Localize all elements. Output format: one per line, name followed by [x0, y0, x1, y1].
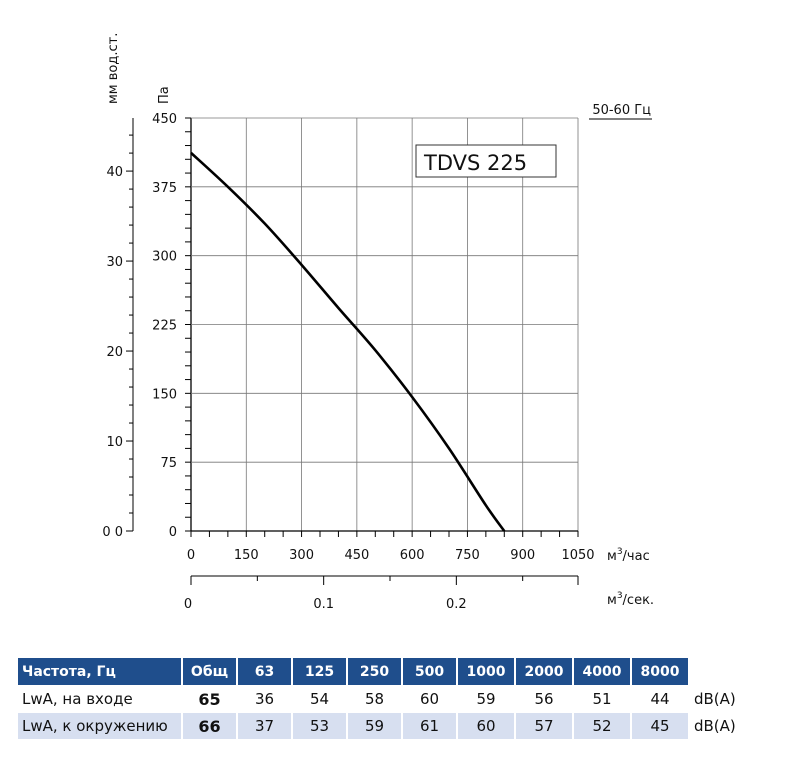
x2-tick-label: 0: [184, 597, 192, 612]
table-unit-cell: dB(A): [690, 713, 740, 739]
x-tick-label: 900: [510, 548, 535, 563]
table-cell: 60: [458, 713, 514, 739]
table-row: LwA, к окружению 66 37 53 59 61 60 57 52 45 dB(A): [18, 713, 740, 739]
x-tick-label: 0: [187, 548, 195, 563]
table-cell: 54: [309, 690, 330, 708]
noise-table: Частота, Гц Общ 63 125 250 500 1000 2000 4000 800…: [16, 657, 742, 740]
y2-tick-label: 30: [106, 255, 123, 270]
table-total-cell: 66: [183, 713, 236, 739]
table-row: LwA, на входе 65 36 54 58 60 59 56 51 44 dB(A): [18, 686, 740, 712]
table-header-unit-spacer: [690, 658, 740, 685]
x-tick-label: 750: [455, 548, 480, 563]
x-tick-label: 450: [344, 548, 369, 563]
chart-title: TDVS 225: [423, 151, 527, 175]
performance-chart: 0 150 300 450 600 750 900 1050 0751502253003754…: [102, 33, 654, 612]
y-tick-label: 300: [152, 250, 177, 265]
x2-tick-label: 0.1: [313, 597, 334, 612]
y2-tick-label: 40: [106, 165, 123, 180]
frequency-label: 50-60 Гц: [592, 103, 651, 118]
table-total-cell: 65: [198, 689, 221, 709]
table-header-cell: 4000: [574, 658, 630, 685]
table-cell: 44: [650, 690, 670, 708]
x-axis-ticks: 0 150 300 450 600 750 900 1050: [187, 548, 595, 563]
x-tick-label: 150: [234, 548, 259, 563]
x2-axis: 0 0.1 0.2: [184, 575, 579, 612]
table-header-cell: 250: [348, 658, 401, 685]
table-header-cell: 125: [293, 658, 346, 685]
table-cell: 61: [403, 713, 456, 739]
table-row-label: LwA, к окружению: [18, 713, 181, 739]
table-cell: 36: [254, 690, 275, 708]
table-header-row: Частота, Гц Общ 63 125 250 500 1000 2000 4000 800…: [18, 658, 740, 685]
x-axis-title: м3/час: [607, 547, 650, 564]
table-header-label: Частота, Гц: [18, 658, 181, 685]
y-axis-ticks: 0 75 150 225 300 375 450: [152, 112, 177, 540]
table-header-cell: 8000: [632, 658, 688, 685]
x2-axis-title: м3/сек.: [607, 591, 654, 608]
table-header-cell: 2000: [516, 658, 572, 685]
table-header-cell: 500: [403, 658, 456, 685]
table-cell: 51: [592, 690, 612, 708]
table-cell: 59: [476, 690, 496, 708]
table-cell: 56: [534, 690, 554, 708]
fan-curve: [190, 151, 506, 532]
table-cell: 58: [364, 690, 385, 708]
table-cell: 59: [348, 713, 401, 739]
title-box: [415, 144, 557, 178]
y2-axis-title: мм вод.ст.: [106, 33, 121, 104]
table-cell: 37: [238, 713, 291, 739]
y2-tick-label: 0 0: [102, 525, 123, 540]
y-axis-title: Па: [157, 86, 172, 104]
x-tick-label: 1050: [561, 548, 594, 563]
y2-tick-label: 20: [106, 345, 123, 360]
x-tick-label: 300: [289, 548, 314, 563]
table-cell: 57: [516, 713, 572, 739]
table-unit-cell: dB(A): [690, 686, 740, 712]
table-cell: 52: [574, 713, 630, 739]
y-tick-label: 450: [152, 112, 177, 127]
minor-ticks: [185, 117, 579, 537]
table-cell: 60: [419, 690, 440, 708]
table-cell: 45: [632, 713, 688, 739]
y-tick-label: 375: [152, 181, 177, 196]
y-tick-label: 0: [169, 525, 177, 540]
y-tick-label: 75: [160, 456, 177, 471]
x-tick-label: 600: [400, 548, 425, 563]
y-tick-label: 150: [152, 387, 177, 402]
table-header-cell: Общ: [183, 658, 236, 685]
y2-tick-label: 10: [106, 435, 123, 450]
chart-grid: [190, 117, 579, 532]
y2-axis: 0 0 10 20 30 40: [102, 118, 134, 540]
y-tick-label: 225: [152, 319, 177, 334]
table-header-cell: 63: [238, 658, 291, 685]
table-row-label: LwA, на входе: [22, 690, 133, 708]
x2-tick-label: 0.2: [446, 597, 467, 612]
table-cell: 53: [293, 713, 346, 739]
table-header-cell: 1000: [458, 658, 514, 685]
